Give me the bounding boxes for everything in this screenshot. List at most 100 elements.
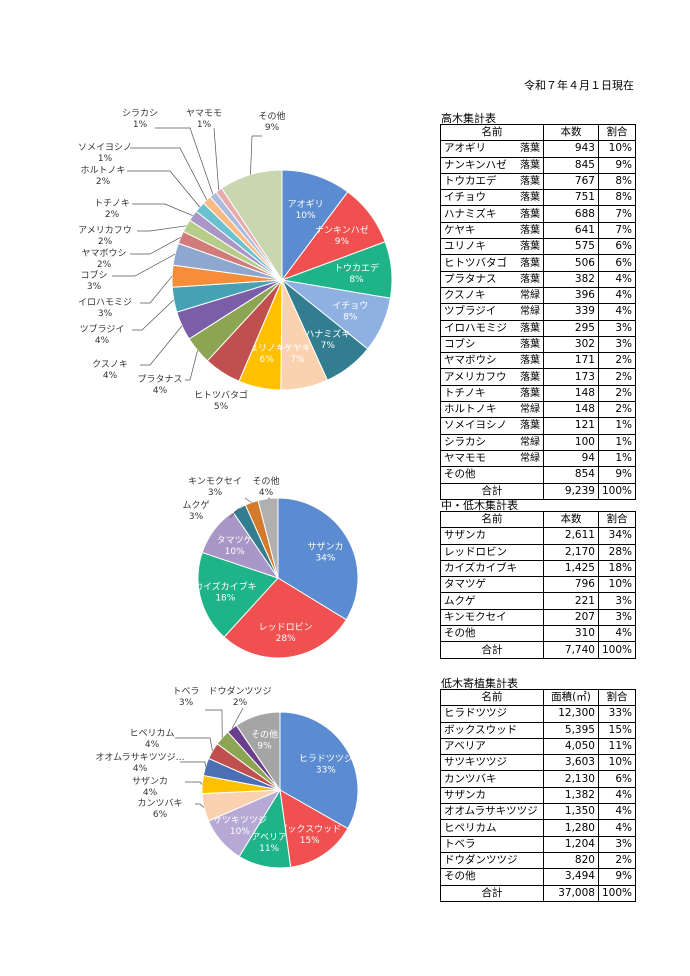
slice-label-pct: 4% [133, 764, 148, 774]
table-total-row: 合計 37,008 100% [440, 884, 637, 902]
slice-label-name: サザンカ [307, 541, 343, 552]
leader-line [112, 253, 176, 277]
slice-label-pct: 8% [349, 275, 364, 285]
cell-pct: 3% [597, 592, 637, 610]
leader-line [213, 127, 220, 191]
leader-line [231, 707, 244, 729]
slice-label-pct: 4% [259, 488, 274, 498]
cell-pct: 4% [597, 786, 637, 805]
pie-slice [197, 551, 279, 638]
cell-count: 173 [542, 368, 599, 386]
cell-type: 落葉 [515, 238, 544, 256]
slice-label-name: その他 [251, 728, 278, 740]
slice-label-pct: 1% [98, 154, 113, 164]
cell-name: トベラ [440, 835, 544, 853]
cell-count: 1,280 [542, 819, 599, 837]
leader-line [175, 737, 213, 751]
cell-pct: 3% [597, 835, 637, 853]
slice-label-name: ドウダンツツジ [208, 685, 271, 697]
table-row: ヤマモモ 常緑 94 1% [440, 449, 637, 468]
cell-name: シラカシ [440, 433, 516, 451]
cell-name: ムクゲ [440, 592, 544, 610]
cell-pct: 1% [597, 433, 637, 451]
cell-pct: 3% [597, 319, 637, 337]
slice-label-pct: 3% [87, 282, 102, 292]
cell-name: その他 [440, 625, 544, 643]
table-total-row: 合計 9,239 100% [440, 482, 637, 500]
table-row: ナンキンハゼ 落葉 845 9% [440, 156, 637, 174]
table-row: トウカエデ 落葉 767 8% [440, 172, 637, 191]
cell-count: 148 [542, 401, 599, 419]
slice-label-pct: 11% [259, 844, 279, 854]
takagi-table: 名前 本数 割合 アオギリ 落葉 943 10% ナンキンハゼ 落葉 845 9% トウカエデ 落葉 76… [440, 123, 637, 500]
table-row: ヒペリカム 1,280 4% [440, 819, 637, 837]
leader-line [185, 350, 198, 381]
cell-type: 落葉 [515, 352, 544, 370]
cell-count: 207 [542, 608, 599, 627]
cell-name: クスノキ [440, 286, 516, 305]
table-row: ホルトノキ 常緑 148 2% [440, 401, 637, 419]
pie-slice [281, 169, 349, 282]
slice-label-name: トチノキ [94, 198, 130, 209]
cell-total-label: 合計 [440, 641, 544, 659]
leader-line [132, 299, 175, 331]
slice-label-name: アメリカフウ [78, 225, 132, 236]
table-row: オオムラサキツツジ 1,350 4% [440, 803, 637, 821]
slice-label-pct: 1% [197, 120, 212, 130]
cell-name: レッドロビン [440, 543, 544, 561]
cell-count: 2,170 [542, 543, 599, 561]
cell-count: 641 [542, 221, 599, 240]
table-row: ボックスウッド 5,395 15% [440, 721, 637, 739]
slice-label-name: タマツゲ [217, 534, 253, 546]
cell-pct: 3% [597, 335, 637, 354]
cell-count: 2,130 [542, 770, 599, 788]
cell-total-pct: 100% [597, 482, 637, 500]
pie-slice [235, 711, 281, 792]
leader-line [140, 325, 183, 366]
cell-pct: 2% [597, 368, 637, 386]
cell-name: ハナミズキ [440, 205, 516, 223]
cell-name: ホルトノキ [440, 401, 516, 419]
slice-label-name: ホルトノキ [80, 165, 125, 176]
header-count: 本数 [542, 510, 599, 529]
slice-label-pct: 4% [153, 386, 168, 396]
cell-pct: 4% [597, 625, 637, 643]
cell-name: トチノキ [440, 384, 516, 403]
cell-type: 落葉 [515, 270, 544, 288]
date-label: 令和７年４月１日現在 [524, 79, 634, 92]
cell-count: 3,603 [542, 754, 599, 772]
cell-pct: 4% [597, 803, 637, 821]
cell-count: 820 [542, 851, 599, 870]
cell-name: コブシ [440, 335, 516, 354]
cell-name: イロハモミジ [440, 319, 516, 337]
slice-label-pct: 7% [321, 341, 336, 351]
slice-label-name: アベリア [251, 833, 287, 843]
slice-label-pct: 5% [214, 402, 229, 412]
table-row: ソメイヨシノ 落葉 121 1% [440, 417, 637, 435]
slice-label-name: ヤマモモ [186, 109, 222, 119]
table-row: サツキツツジ 3,603 10% [440, 754, 637, 772]
slice-label-pct: 2% [96, 177, 111, 187]
cell-name: トウカエデ [440, 172, 516, 191]
cell-pct: 7% [597, 205, 637, 223]
leader-line [130, 147, 208, 200]
slice-label-name: その他 [252, 475, 279, 487]
cell-type: 落葉 [515, 335, 544, 354]
table-row: トベラ 1,204 3% [440, 835, 637, 853]
cell-count: 688 [542, 205, 599, 223]
header-name: 名前 [440, 123, 544, 142]
cell-pct: 33% [597, 705, 637, 723]
cell-type: 常緑 [515, 286, 544, 305]
cell-pct: 8% [597, 189, 637, 207]
table-row: ドウダンツツジ 820 2% [440, 851, 637, 870]
slice-label-name: トベラ [172, 686, 199, 697]
table-row: その他 310 4% [440, 625, 637, 643]
cell-count: 148 [542, 384, 599, 403]
cell-count: 1,204 [542, 835, 599, 853]
table-row: ケヤキ 落葉 641 7% [440, 221, 637, 240]
cell-type: 落葉 [515, 254, 544, 272]
cell-name: カンツバキ [440, 770, 544, 788]
slice-label-name: ヒラドツツジ [299, 753, 353, 764]
cell-pct: 34% [597, 527, 637, 545]
cell-count: 396 [542, 286, 599, 305]
